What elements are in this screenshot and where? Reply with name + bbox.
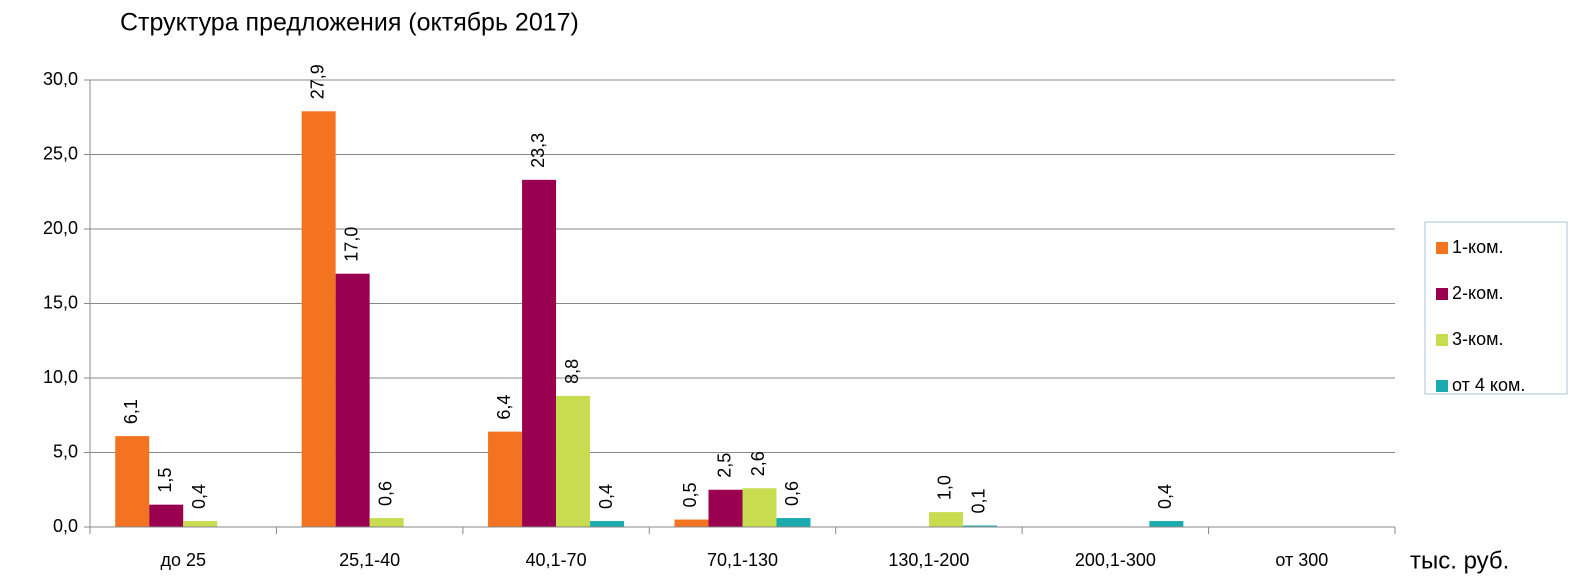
data-label: 6,1	[121, 399, 141, 424]
data-label: 0,5	[680, 483, 700, 508]
bar	[183, 521, 218, 527]
legend-label: 1-ком.	[1452, 237, 1503, 257]
bar	[522, 179, 557, 527]
chart-title: Структура предложения (октябрь 2017)	[120, 9, 579, 37]
bar	[776, 518, 811, 527]
legend-swatch	[1436, 334, 1448, 346]
x-tick-label: от 300	[1275, 550, 1328, 570]
y-tick-label: 30,0	[43, 69, 78, 89]
x-tick-label: 70,1-130	[707, 550, 778, 570]
data-label: 0,4	[596, 484, 616, 509]
data-label: 0,4	[1155, 484, 1175, 509]
bar	[674, 519, 709, 527]
legend-swatch	[1436, 242, 1448, 254]
x-tick-label: до 25	[160, 550, 206, 570]
bar	[742, 488, 777, 527]
x-axis-label: тыс. руб.	[1410, 547, 1509, 574]
x-tick-label: 200,1-300	[1075, 550, 1156, 570]
y-tick-label: 20,0	[43, 218, 78, 238]
y-tick-label: 15,0	[43, 292, 78, 312]
bar	[556, 395, 591, 527]
legend-label: 2-ком.	[1452, 283, 1503, 303]
data-label: 8,8	[562, 359, 582, 384]
y-tick-label: 0,0	[53, 516, 78, 536]
bar	[301, 111, 336, 527]
x-tick-label: 40,1-70	[526, 550, 587, 570]
data-label: 1,0	[935, 475, 955, 500]
y-tick-label: 25,0	[43, 143, 78, 163]
data-label: 2,6	[748, 451, 768, 476]
data-label: 6,4	[494, 395, 514, 420]
bar	[1149, 521, 1184, 527]
y-tick-label: 5,0	[53, 441, 78, 461]
data-label: 0,4	[189, 484, 209, 509]
legend-swatch	[1436, 380, 1448, 392]
legend-label: 3-ком.	[1452, 329, 1503, 349]
legend-label: от 4 ком.	[1452, 375, 1525, 395]
legend-swatch	[1436, 288, 1448, 300]
data-label: 1,5	[155, 468, 175, 493]
x-tick-label: 25,1-40	[339, 550, 400, 570]
data-label: 2,5	[714, 453, 734, 478]
y-tick-label: 10,0	[43, 367, 78, 387]
bar	[149, 504, 184, 527]
bar	[708, 489, 743, 527]
x-tick-label: 130,1-200	[888, 550, 969, 570]
data-label: 27,9	[307, 64, 327, 99]
bar	[115, 436, 150, 527]
bar	[590, 521, 625, 527]
data-label: 0,6	[782, 481, 802, 506]
data-label: 23,3	[528, 133, 548, 168]
bar	[369, 518, 404, 527]
bar	[928, 512, 963, 527]
bar	[335, 273, 370, 527]
bar	[488, 431, 523, 527]
data-label: 17,0	[341, 227, 361, 262]
bar	[962, 525, 997, 527]
data-label: 0,6	[375, 481, 395, 506]
legend-box	[1424, 221, 1568, 395]
data-label: 0,1	[969, 488, 989, 513]
